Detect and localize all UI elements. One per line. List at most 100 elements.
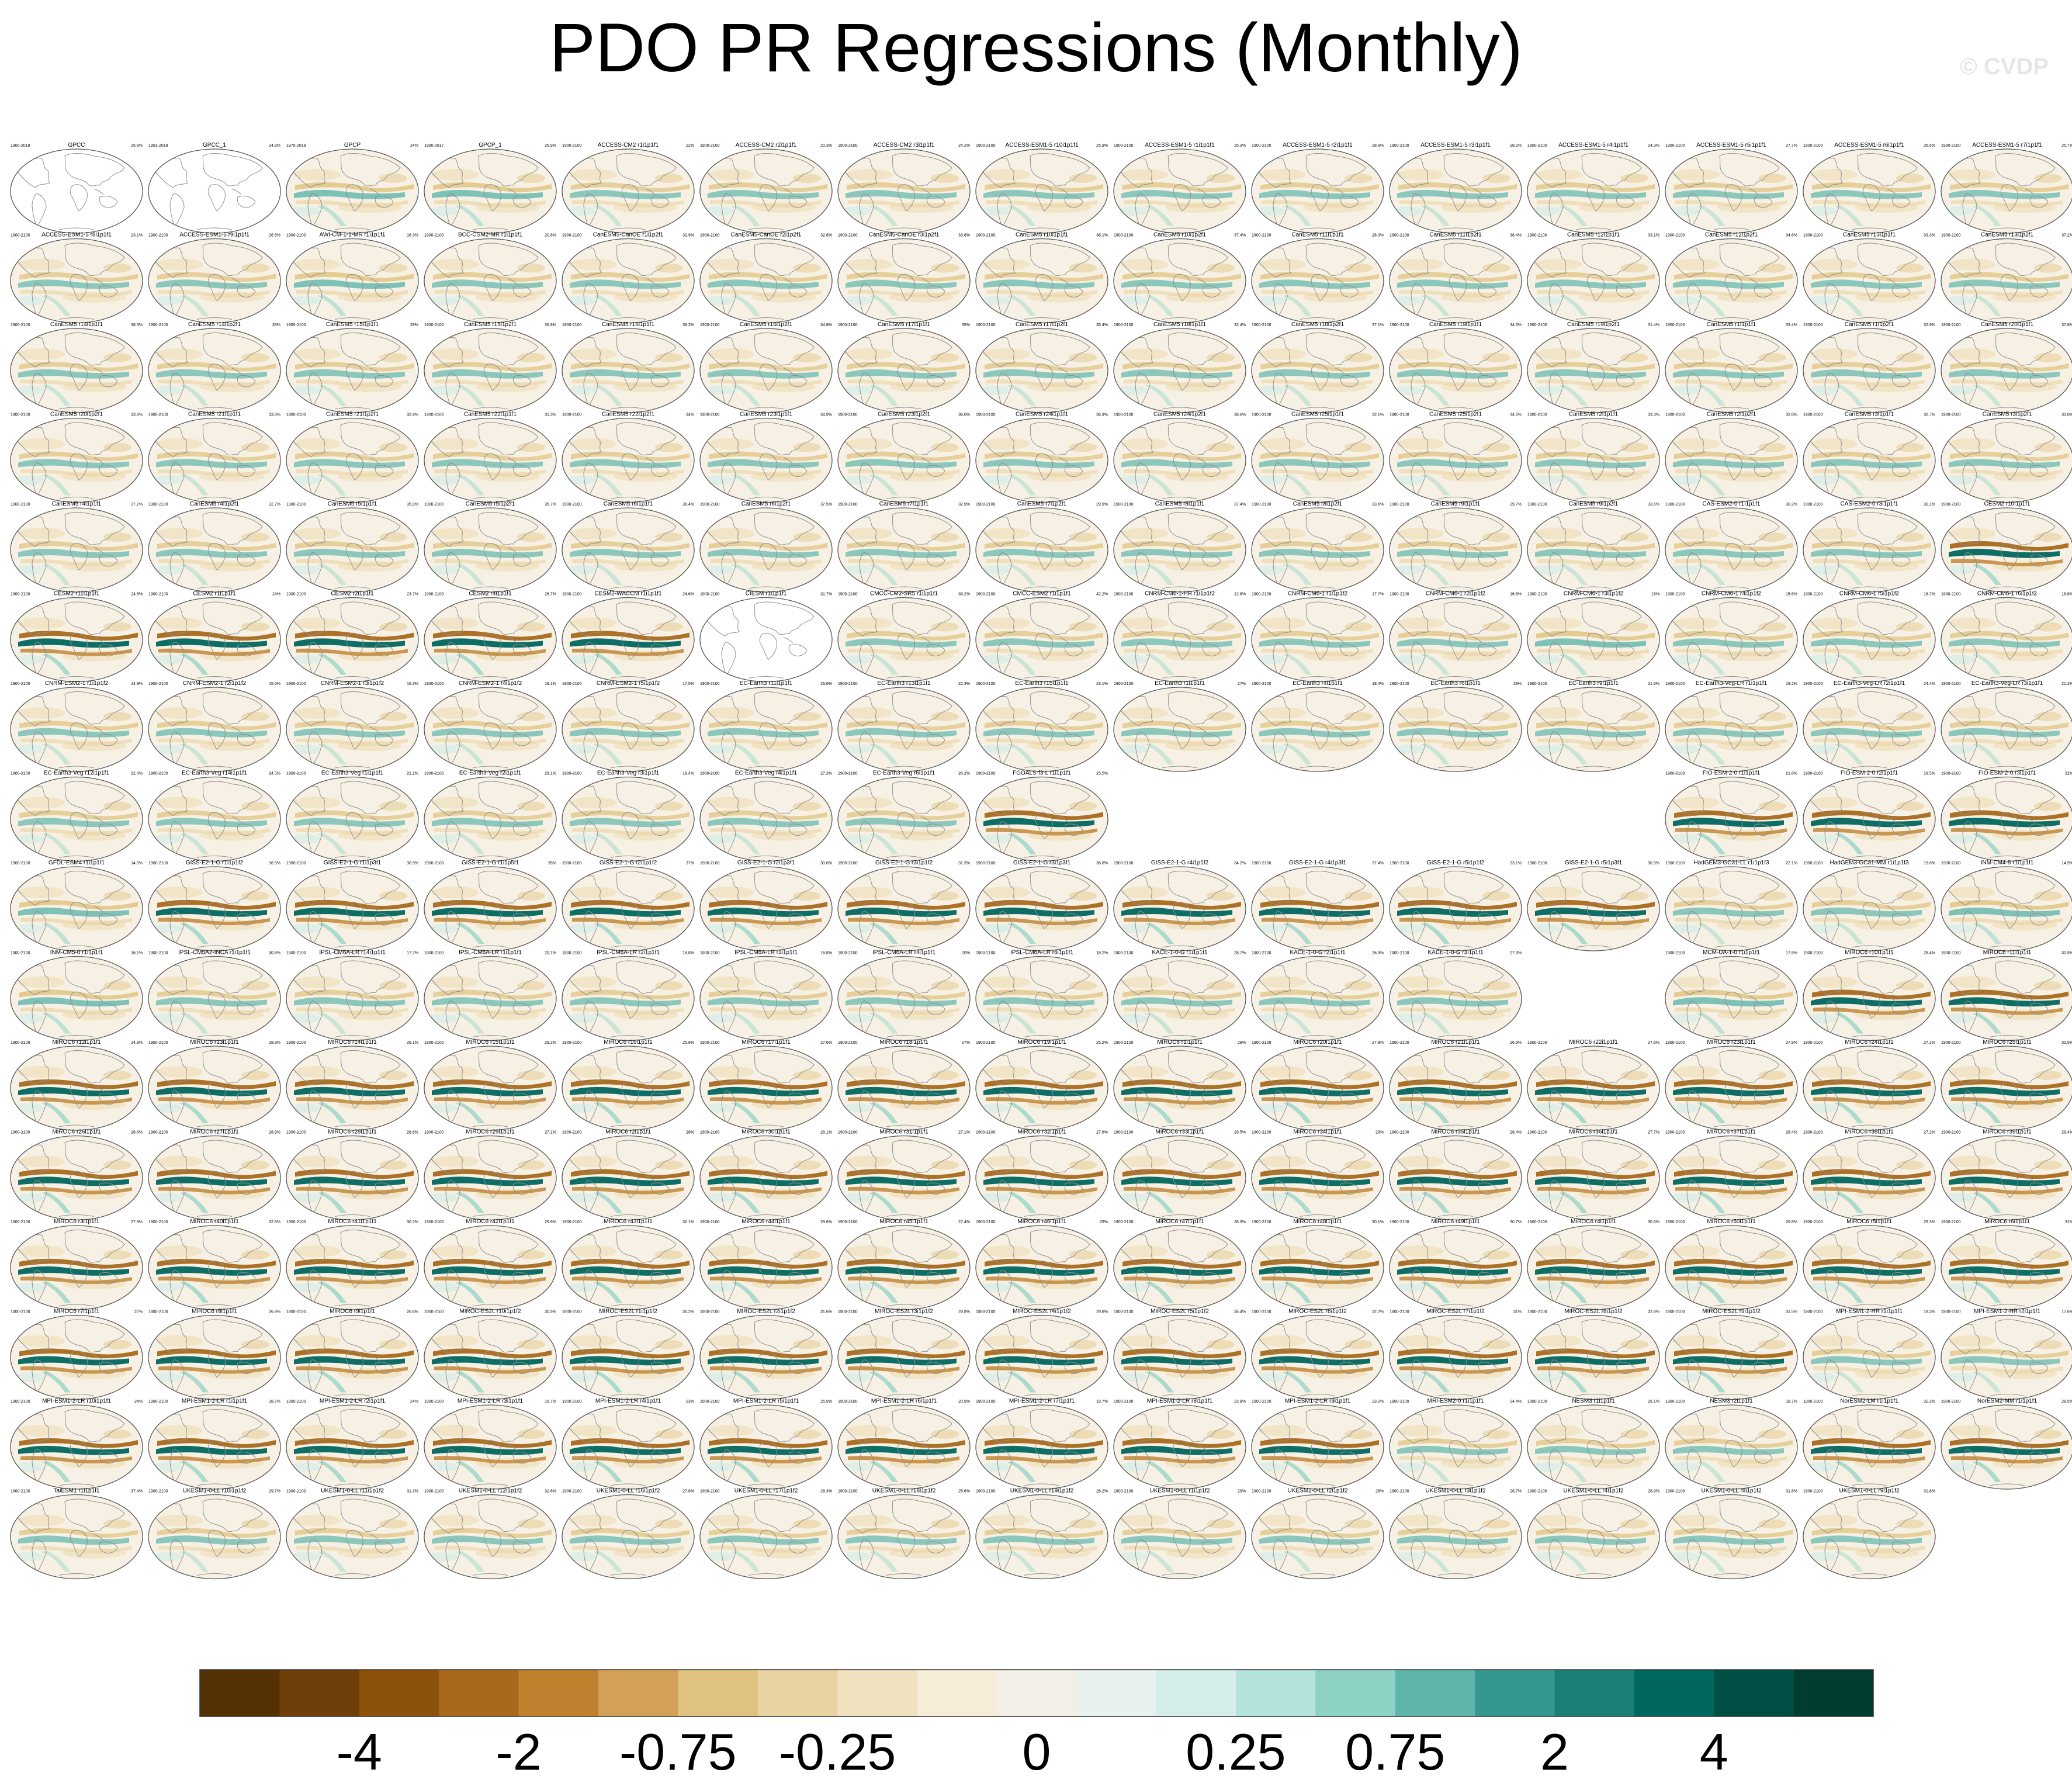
panel-period: 1900-2100 <box>11 951 30 956</box>
panel-period: 1900-2100 <box>148 951 168 956</box>
panel-period: 1900-2100 <box>1803 1310 1823 1314</box>
panel-variance-pct: 33.3% <box>1648 413 1659 417</box>
panel-title: MIROC6 r47i1p1f1 <box>1155 1219 1204 1225</box>
panel-period: 1900-2100 <box>700 1041 720 1045</box>
panel-period: 1900-2100 <box>700 593 720 597</box>
panel-title: CanESM5 r24i1p1f1 <box>1016 411 1068 418</box>
map-panel: MIROC6 r20i1p1f1 1900-2100 27.9% <box>1251 1039 1384 1131</box>
panel-title: GISS-E2-1-G r2i1p1f2 <box>600 860 657 866</box>
panel-variance-pct: 31% <box>1513 1310 1522 1314</box>
map-panel: CanESM5 r12i1p1f1 1900-2100 33.1% <box>1527 232 1660 324</box>
panel-period: 1900-2100 <box>286 503 306 507</box>
panel-variance-pct: 34.2% <box>1234 861 1246 866</box>
panel-title: MIROC6 r48i1p1f1 <box>1293 1219 1342 1225</box>
map-panel: UKESM1-0-LL r18i1p1f2 1900-2100 25.6% <box>837 1488 971 1580</box>
panel-title: HadGEM3-GC31-LL r1i1p1f3 <box>1693 860 1769 866</box>
map-panel: MIROC6 r16i1p1f1 1900-2100 25.8% <box>562 1039 695 1131</box>
panel-variance-pct: 29.1% <box>545 772 556 776</box>
panel-period: 1900-2100 <box>1252 682 1271 686</box>
panel-period: 1900-2019 <box>11 144 30 148</box>
map-panel: CanESM5 r7i1p2f1 1900-2100 29.9% <box>975 501 1108 593</box>
panel-title: MIROC6 r46i1p1f1 <box>1017 1219 1066 1225</box>
panel-variance-pct: 29% <box>410 323 418 327</box>
panel-period: 1900-2100 <box>838 1400 858 1404</box>
panel-variance-pct: 25.8% <box>131 144 143 148</box>
panel-variance-pct: 25.9% <box>820 1400 832 1404</box>
panel-title: MIROC6 r7i1p1f1 <box>54 1309 99 1315</box>
panel-period: 1900-2100 <box>1803 951 1823 956</box>
map-panel: MIROC6 r45i1p1f1 1900-2100 27.4% <box>837 1219 971 1310</box>
panel-variance-pct: 20.3% <box>820 144 832 148</box>
panel-title: IPSL-CM6A-LR r6i1p1f1 <box>1010 950 1073 956</box>
map-panel: CanESM5 r14i1p1f1 1900-2100 38.3% <box>10 321 143 413</box>
map-panel: UKESM1-0-LL r8i1p1f2 1900-2100 31.8% <box>1665 1488 1798 1580</box>
panel-title: CanESM5 r17i1p1f1 <box>878 321 930 328</box>
map-panel: ACCESS-CM2 r2i1p1f1 1900-2100 20.3% <box>699 142 833 234</box>
panel-variance-pct: 27.2% <box>820 772 832 776</box>
map-panel: HadGEM3-GC31-LL r1i1p1f3 1900-2100 22.1% <box>1665 860 1798 951</box>
panel-title: GISS-E2-1-G r5i1p1f2 <box>1427 860 1485 866</box>
colorbar-swatch <box>1156 1670 1236 1716</box>
map-panel: MIROC6 r38i1p1f1 1900-2100 27.2% <box>1803 1129 1936 1221</box>
panel-period: 1900-2100 <box>700 772 720 776</box>
panel-period: 1900-2100 <box>1252 1131 1271 1135</box>
panel-period: 1900-2100 <box>424 234 444 238</box>
panel-period: 1900-2100 <box>1114 1400 1134 1404</box>
panel-period: 1900-2100 <box>838 1041 858 1045</box>
panel-variance-pct: 18.2% <box>1096 951 1108 956</box>
map-panel: CESM2-WACCM r1i1p1f1 1900-2100 24.6% <box>562 591 695 683</box>
panel-title: CanESM5 r8i1p2f1 <box>1293 501 1343 507</box>
map-panel: KACE-1-0-G r2i1p1f1 1900-2100 26.9% <box>1251 950 1384 1041</box>
panel-period: 1900-2100 <box>700 861 720 866</box>
panel-variance-pct: 28.1% <box>820 1131 832 1135</box>
colorbar-tick-label: 0 <box>1023 1723 1051 1781</box>
panel-period: 1900-2100 <box>1941 1310 1961 1314</box>
panel-variance-pct: 28.7% <box>1234 951 1246 956</box>
colorbar-tick-label: 0.75 <box>1345 1723 1445 1781</box>
panel-period: 1900-2100 <box>1390 1131 1409 1135</box>
panel-variance-pct: 38.2% <box>682 323 694 327</box>
panel-title: MIROC6 r24i1p1f1 <box>1845 1039 1894 1046</box>
panel-variance-pct: 33.3% <box>1924 234 1935 238</box>
map-panel: UKESM1-0-LL r12i1p1f2 1900-2100 32.6% <box>424 1488 557 1580</box>
panel-period: 1900-2100 <box>148 1131 168 1135</box>
colorbar-swatch <box>1475 1670 1555 1716</box>
map-panel: CanESM5 r13i1p1f1 1900-2100 33.3% <box>1803 232 1936 324</box>
panel-period: 1900-2100 <box>1527 413 1547 417</box>
panel-title: MIROC6 r50i1p1f1 <box>1707 1219 1756 1225</box>
panel-variance-pct: 32.1% <box>682 1220 694 1224</box>
panel-variance-pct: 24.3% <box>1648 144 1659 148</box>
map-panel: CanESM5 r24i1p1f1 1900-2100 36.9% <box>975 411 1108 503</box>
map-panel: CNRM-CM6-1 r1i1p1f2 1900-2100 17.7% <box>1251 591 1384 683</box>
map-panel: MIROC-ES2L r10i1p1f2 1900-2100 30.9% <box>424 1309 557 1400</box>
panel-title: MIROC6 r35i1p1f1 <box>1431 1129 1480 1136</box>
map-panel: CESM2 r2i1p1f1 1900-2100 23.7% <box>286 591 419 683</box>
panel-variance-pct: 33.6% <box>1648 503 1659 507</box>
colorbar-swatch <box>996 1670 1077 1716</box>
panel-title: ACCESS-ESM1-5 r4i1p1f1 <box>1558 142 1629 148</box>
panel-period: 1900-2100 <box>838 593 858 597</box>
map-panel: ACCESS-CM2 r3i1p1f1 1900-2100 24.2% <box>837 142 971 234</box>
panel-title: MPI-ESM1-2-LR r9i1p1f1 <box>1285 1398 1351 1404</box>
panel-title: CanESM5 r25i1p1f1 <box>1291 411 1344 418</box>
panel-period: 1900-2100 <box>1803 682 1823 686</box>
panel-variance-pct: 28.5% <box>2061 1400 2072 1404</box>
map-panel: CMCC-CM2-SR5 r1i1p1f1 1900-2100 39.2% <box>837 591 971 683</box>
panel-period: 1900-2100 <box>1803 1041 1823 1045</box>
panel-variance-pct: 32.9% <box>1924 323 1935 327</box>
panel-period: 1900-2100 <box>1941 144 1961 148</box>
panel-period: 1900-2100 <box>286 323 306 327</box>
panel-period: 1900-2100 <box>424 861 444 866</box>
panel-variance-pct: 24% <box>410 1400 418 1404</box>
panel-title: ACCESS-CM2 r2i1p1f1 <box>736 142 797 148</box>
panel-period: 1900-2100 <box>286 1310 306 1314</box>
map-panel: CNRM-ESM2-1 r5i1p1f2 1900-2100 17.5% <box>562 680 695 772</box>
map-panel: FIO-ESM-2-0 r1i1p1f1 1900-2100 21.8% <box>1665 770 1798 862</box>
panel-period: 1900-2100 <box>1665 1400 1685 1404</box>
colorbar-swatch <box>1554 1670 1635 1716</box>
map-panel: MIROC6 r18i1p1f1 1900-2100 27% <box>837 1039 971 1131</box>
panel-period: 1900-2100 <box>1665 144 1685 148</box>
map-panel: CNRM-ESM2-1 r1i1p1f2 1900-2100 14.9% <box>10 680 143 772</box>
map-panel: ACCESS-ESM1-5 r8i1p1f1 1900-2100 23.1% <box>10 232 143 324</box>
map-panel: MIROC6 r14i1p1f1 1900-2100 26.1% <box>286 1039 419 1131</box>
